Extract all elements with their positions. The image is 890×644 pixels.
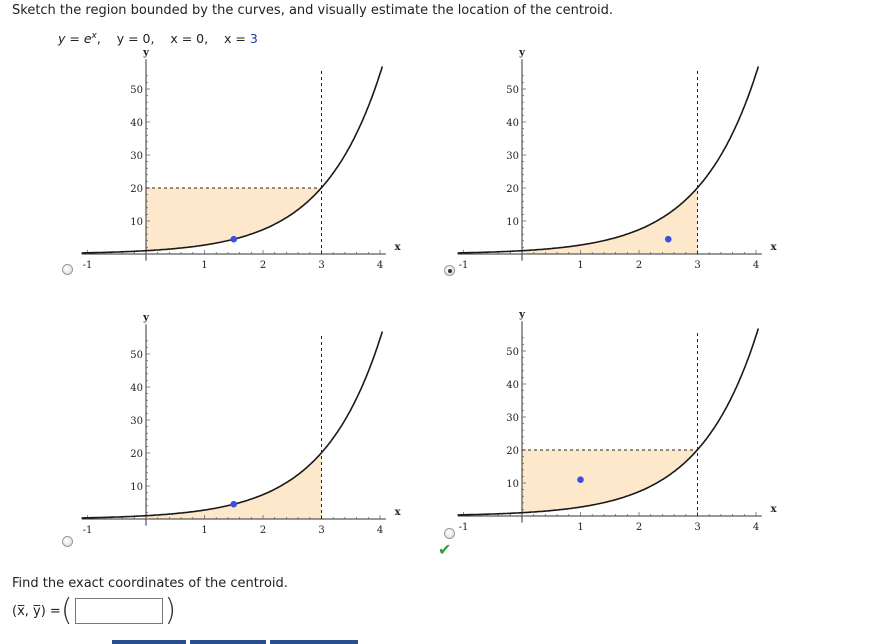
choice-radio-d[interactable] [444, 528, 455, 539]
region-fill [146, 187, 322, 251]
x-tick-label: 3 [694, 522, 700, 533]
centroid-dot [577, 476, 584, 483]
y-tick-label: 50 [506, 85, 519, 96]
centroid-dot [230, 500, 238, 508]
bottom-button-1[interactable] [112, 640, 186, 644]
y-axis-label: y [518, 47, 526, 58]
curve-exp [457, 328, 760, 516]
curve-exp [81, 331, 384, 519]
open-paren: ( [60, 593, 73, 628]
y-tick-label: 40 [130, 383, 143, 394]
x-tick-label: 3 [694, 260, 700, 271]
answer-row: (x̅, y̅) = ( ) [12, 596, 176, 626]
centroid-dot [664, 235, 672, 243]
y-tick-label: 20 [506, 446, 519, 457]
x-axis-label: x [771, 242, 778, 253]
y-tick-label: 10 [130, 217, 143, 228]
x-tick-label: 4 [753, 260, 759, 271]
x-tick-label: 4 [377, 260, 383, 271]
eq-rest: , y = 0, x = 0, x = [96, 31, 250, 47]
eq-three: 3 [249, 31, 258, 47]
x-tick-label: 3 [318, 525, 324, 536]
x-tick-label: -1 [459, 522, 469, 533]
y-tick-label: 40 [506, 118, 519, 129]
x-tick-label: 4 [377, 525, 383, 536]
y-tick-label: 20 [130, 184, 143, 195]
eq-eq: = [65, 31, 84, 47]
x-tick-label: -1 [459, 260, 469, 271]
eq-y: y [58, 31, 66, 47]
x-tick-label: 2 [636, 260, 642, 271]
eq-exp: x [91, 31, 97, 41]
choice-graph-b: -1 1 2 3 4 10 20 30 40 50 x y [396, 47, 796, 310]
x-tick-label: 1 [577, 260, 583, 271]
y-tick-label: 30 [506, 151, 519, 162]
y-tick-label: 30 [130, 416, 143, 427]
graph-svg: -1 1 2 3 4 10 20 30 40 50 x y [457, 309, 778, 533]
choice-radio-a[interactable] [62, 264, 73, 275]
choice-radio-c[interactable] [62, 536, 73, 547]
x-tick-label: 2 [260, 525, 266, 536]
y-tick-label: 10 [506, 479, 519, 490]
close-paren: ) [164, 593, 177, 628]
graph-svg: -1 1 2 3 4 10 20 30 40 50 x y [457, 47, 778, 271]
y-tick-label: 10 [506, 217, 519, 228]
x-tick-label: -1 [83, 260, 93, 271]
choice-radio-b[interactable] [444, 265, 455, 276]
x-tick-label: 2 [260, 260, 266, 271]
bottom-button-2[interactable] [190, 640, 266, 644]
y-axis-label: y [518, 309, 526, 320]
choice-graph-d: -1 1 2 3 4 10 20 30 40 50 x y [396, 309, 796, 572]
x-tick-label: 1 [577, 522, 583, 533]
y-tick-label: 30 [130, 151, 143, 162]
correct-check-icon: ✔ [438, 540, 452, 559]
eq-e: e [83, 31, 92, 47]
x-tick-label: 1 [201, 525, 207, 536]
y-tick-label: 30 [506, 413, 519, 424]
x-tick-label: 3 [318, 260, 324, 271]
bottom-button-3[interactable] [270, 640, 358, 644]
centroid-answer-input[interactable] [74, 598, 163, 624]
find-prompt: Find the exact coordinates of the centro… [12, 576, 288, 591]
equations: y = ex, y = 0, x = 0, x = 3 [58, 31, 258, 46]
choice-graph-c: -1 1 2 3 4 10 20 30 40 50 x y [20, 312, 420, 575]
x-tick-label: 2 [636, 522, 642, 533]
region-fill [522, 187, 698, 254]
centroid-dot [230, 235, 238, 243]
y-tick-label: 50 [506, 347, 519, 358]
curve-exp [457, 66, 760, 254]
graph-svg: -1 1 2 3 4 10 20 30 40 50 x y [81, 47, 402, 271]
x-tick-label: 1 [201, 260, 207, 271]
choice-graph-a: -1 1 2 3 4 10 20 30 40 50 x y [20, 47, 420, 310]
y-axis-label: y [142, 312, 150, 323]
y-tick-label: 50 [130, 350, 143, 361]
y-tick-label: 20 [130, 449, 143, 460]
region-fill [522, 449, 698, 513]
y-tick-label: 20 [506, 184, 519, 195]
y-axis-label: y [142, 47, 150, 58]
x-tick-label: -1 [83, 525, 93, 536]
x-axis-label: x [395, 242, 402, 253]
y-tick-label: 40 [506, 380, 519, 391]
x-tick-label: 4 [753, 522, 759, 533]
y-tick-label: 50 [130, 85, 143, 96]
graph-svg: -1 1 2 3 4 10 20 30 40 50 x y [81, 312, 402, 536]
question-prompt: Sketch the region bounded by the curves,… [12, 3, 614, 18]
x-axis-label: x [395, 507, 402, 518]
y-tick-label: 40 [130, 118, 143, 129]
y-tick-label: 10 [130, 482, 143, 493]
x-axis-label: x [771, 504, 778, 515]
centroid-label: (x̅, y̅) = [12, 603, 61, 619]
region-fill [146, 452, 322, 519]
